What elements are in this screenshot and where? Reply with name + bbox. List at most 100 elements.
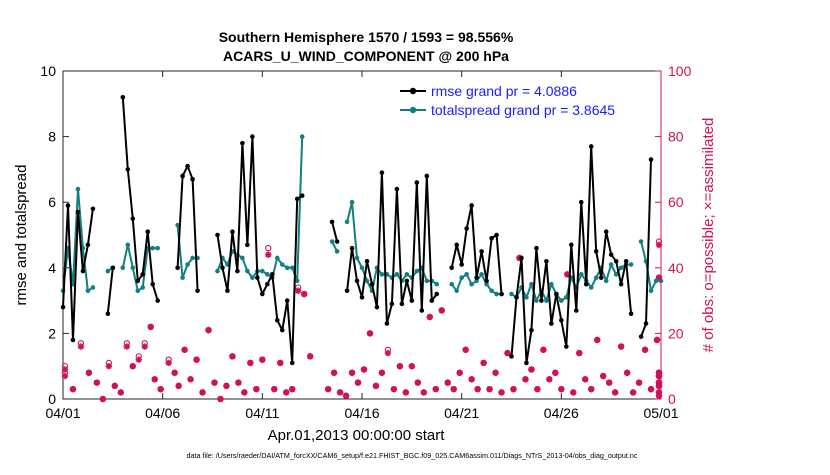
spread-point <box>175 222 180 228</box>
spread-point <box>459 275 464 280</box>
rmse-point <box>593 249 599 254</box>
obs-assimilated-marker <box>396 363 404 370</box>
rmse-point <box>265 281 270 287</box>
rmse-point <box>255 275 260 280</box>
rmse-point <box>374 304 380 310</box>
obs-assimilated-marker <box>360 366 368 373</box>
rmse-point <box>344 288 350 294</box>
rmse-point <box>279 327 285 333</box>
obs-assimilated-marker <box>171 369 178 376</box>
obs-assimilated-marker <box>641 346 649 353</box>
spread-point <box>394 272 400 277</box>
rmse-point <box>539 298 544 303</box>
rmse-point <box>414 180 420 185</box>
spread-point <box>638 239 644 244</box>
spread-point <box>105 268 111 274</box>
obs-assimilated-marker <box>432 385 439 393</box>
obs-assimilated-marker <box>570 389 577 396</box>
obs-assimilated-marker <box>354 379 362 386</box>
spread-point <box>75 186 81 192</box>
spread-point <box>564 295 569 300</box>
obs-assimilated-marker <box>330 369 338 376</box>
spread-point <box>90 285 96 290</box>
y-right-tick-label: 100 <box>668 63 692 79</box>
obs-assimilated-marker <box>599 372 607 380</box>
obs-assimilated-marker <box>241 389 248 396</box>
rmse-point <box>369 281 375 287</box>
spread-point <box>180 275 185 280</box>
obs-assimilated-marker <box>217 395 224 403</box>
obs-assimilated-marker <box>588 385 595 393</box>
obs-assimilated-marker <box>558 385 565 393</box>
rmse-point <box>155 298 160 303</box>
obs-assimilated-marker <box>366 330 374 337</box>
y-left-tick-label: 6 <box>48 194 56 210</box>
rmse-point <box>250 134 255 139</box>
obs-assimilated-marker <box>480 359 487 367</box>
obs-assimilated-marker <box>629 389 637 396</box>
spread-point <box>354 255 360 261</box>
x-tick-label: 04/11 <box>245 405 279 421</box>
obs-assimilated-marker <box>372 382 380 390</box>
rmse-point <box>519 255 524 261</box>
footer-datafile: data file: /Users/raeder/DAI/ATM_forcXX/… <box>187 451 638 460</box>
legend-spread-label: totalspread grand pr = 3.8645 <box>431 102 615 118</box>
spread-point <box>474 278 479 284</box>
obs-assimilated-marker <box>129 363 136 370</box>
rmse-point <box>459 262 464 267</box>
rmse-point <box>429 298 435 303</box>
obs-assimilated-marker <box>135 356 142 363</box>
rmse-point <box>608 252 614 257</box>
rmse-point <box>529 327 534 333</box>
rmse-point <box>409 298 415 303</box>
spread-point <box>414 268 420 274</box>
spread-point <box>454 288 459 294</box>
y-left-tick-label: 4 <box>48 260 56 276</box>
rmse-point <box>195 288 200 294</box>
legend-spread-marker <box>409 106 417 114</box>
obs-assimilated-marker <box>165 359 172 367</box>
spread-point <box>294 278 300 284</box>
rmse-point <box>225 288 230 294</box>
obs-assimilated-marker <box>528 366 535 373</box>
spread-point <box>524 295 529 300</box>
obs-assimilated-marker <box>540 346 547 353</box>
rmse-point <box>190 176 195 182</box>
x-axis-label: Apr.01,2013 00:00:00 start <box>268 427 446 444</box>
rmse-point <box>379 170 385 175</box>
rmse-point <box>245 242 250 248</box>
rmse-line <box>331 221 339 242</box>
rmse-point <box>215 232 220 238</box>
spread-point <box>424 278 430 284</box>
rmse-line <box>121 97 159 301</box>
obs-assimilated-marker <box>289 385 296 393</box>
rmse-point <box>334 239 340 244</box>
rmse-point <box>359 295 365 300</box>
rmse-point <box>454 242 459 248</box>
rmse-point <box>230 229 235 235</box>
x-tick-label: 04/06 <box>145 405 180 421</box>
obs-assimilated-marker <box>157 385 164 393</box>
rmse-point <box>643 321 649 326</box>
rmse-point <box>175 265 180 271</box>
spread-point <box>349 199 355 205</box>
rmse-point <box>110 265 116 271</box>
spread-point <box>279 262 285 267</box>
spread-point <box>190 255 195 261</box>
spread-point <box>434 281 440 287</box>
obs-assimilated-marker <box>229 353 236 360</box>
rmse-point <box>628 311 634 317</box>
y-right-tick-label: 20 <box>668 325 684 341</box>
rmse-point <box>329 219 335 225</box>
spread-point <box>449 281 455 287</box>
obs-assimilated-marker <box>271 385 278 393</box>
spread-point <box>404 272 410 277</box>
spread-point <box>529 281 534 287</box>
y-left-tick-label: 10 <box>40 63 56 79</box>
obs-assimilated-marker <box>462 346 469 353</box>
rmse-point <box>274 317 280 323</box>
spread-point <box>120 265 126 271</box>
rmse-point <box>90 206 96 212</box>
spread-point <box>489 288 494 294</box>
